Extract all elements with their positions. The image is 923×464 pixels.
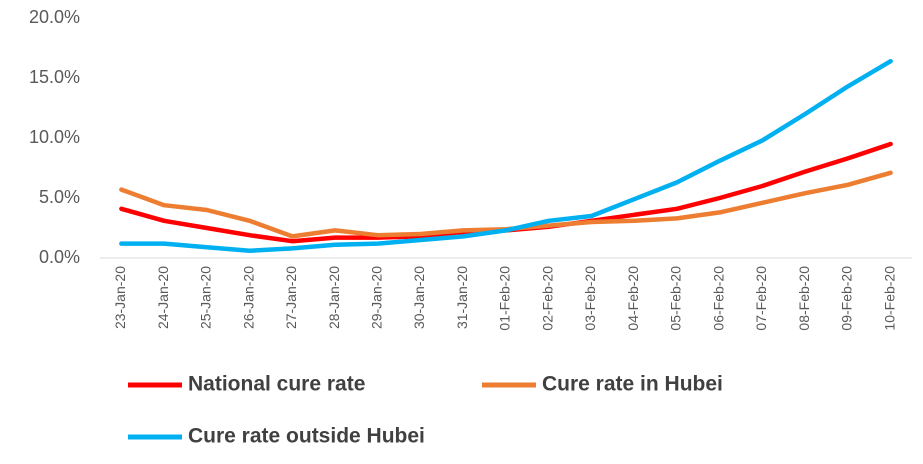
legend-label: National cure rate xyxy=(188,373,365,396)
legend-label: Cure rate in Hubei xyxy=(542,373,723,396)
x-tick-label: 30-Jan-20 xyxy=(411,266,427,329)
x-tick-label: 09-Feb-20 xyxy=(839,266,855,331)
y-tick-label: 15.0% xyxy=(29,67,80,87)
x-tick-label: 28-Jan-20 xyxy=(326,266,342,329)
x-tick-label: 24-Jan-20 xyxy=(155,266,171,329)
series-line xyxy=(119,141,893,244)
legend-label: Cure rate outside Hubei xyxy=(188,425,425,448)
x-tick-label: 01-Feb-20 xyxy=(497,266,513,331)
y-tick-label: 5.0% xyxy=(39,187,80,207)
x-tick-label: 07-Feb-20 xyxy=(753,266,769,331)
x-tick-label: 29-Jan-20 xyxy=(368,266,384,329)
x-tick-label: 25-Jan-20 xyxy=(198,266,214,329)
x-tick-label: 03-Feb-20 xyxy=(582,266,598,331)
x-tick-label: 23-Jan-20 xyxy=(112,266,128,329)
x-tick-label: 27-Jan-20 xyxy=(283,266,299,329)
series-line xyxy=(119,58,893,254)
x-tick-label: 05-Feb-20 xyxy=(668,266,684,331)
x-tick-label: 06-Feb-20 xyxy=(710,266,726,331)
x-tick-label: 04-Feb-20 xyxy=(625,266,641,331)
x-tick-label: 08-Feb-20 xyxy=(796,266,812,331)
x-tick-label: 10-Feb-20 xyxy=(881,266,897,331)
x-tick-label: 31-Jan-20 xyxy=(454,266,470,329)
x-tick-label: 02-Feb-20 xyxy=(539,266,555,331)
x-tick-label: 26-Jan-20 xyxy=(240,266,256,329)
y-tick-label: 10.0% xyxy=(29,127,80,147)
y-tick-label: 20.0% xyxy=(29,7,80,27)
y-tick-label: 0.0% xyxy=(39,247,80,267)
